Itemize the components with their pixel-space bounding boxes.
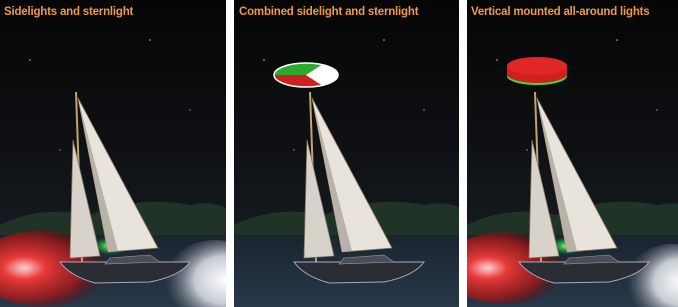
combined-light-icon [274,63,338,87]
panel: Sidelights and sternlight [0,0,265,307]
panel: Vertical mounted all-around lights [442,0,678,307]
panel-title: Vertical mounted all-around lights [471,6,650,18]
page: Sidelights and sternlight Combined sidel… [0,0,678,307]
panel-title: Combined sidelight and sternlight [239,6,419,18]
illustration: Sidelights and sternlight Combined sidel… [0,0,678,307]
vertical-lights-icon [507,57,567,85]
panel-title: Sidelights and sternlight [4,6,134,18]
panel: Combined sidelight and sternlight [234,0,464,307]
